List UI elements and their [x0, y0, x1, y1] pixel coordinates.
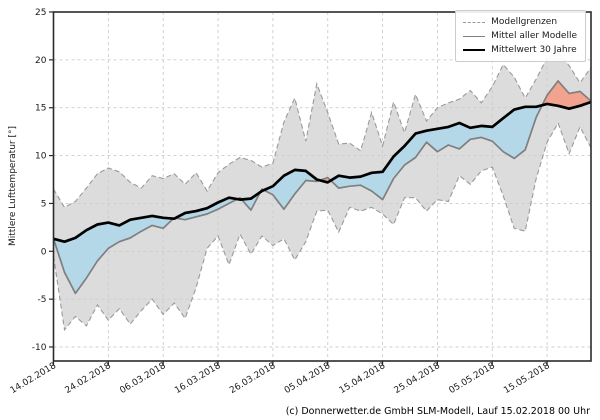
model-range-fill [53, 52, 591, 330]
climate-mean-line [53, 100, 592, 244]
x-tick-label: 15.04.2018 [338, 361, 388, 396]
y-tick-label: 5 [41, 199, 47, 209]
x-tick-label: 05.05.2018 [448, 361, 498, 396]
x-tick-label: 16.03.2018 [173, 361, 223, 396]
y-tick-label: 15 [35, 104, 46, 114]
legend: Modellgrenzen Mittel aller Modelle Mitte… [455, 10, 586, 62]
warmer-than-normal-fill [542, 80, 591, 109]
legend-item-mittel-aller-modelle: Mittel aller Modelle [463, 29, 577, 43]
legend-item-mittelwert-30-jahre: Mittelwert 30 Jahre [463, 43, 577, 57]
x-tick-label: 26.03.2018 [228, 361, 278, 396]
legend-label: Mittel aller Modelle [491, 31, 577, 41]
x-tick-label: 06.03.2018 [118, 361, 168, 396]
model-range-lower-line [52, 121, 592, 332]
x-tick-label: 25.04.2018 [393, 361, 443, 396]
colder-than-normal-fill [330, 105, 543, 200]
y-tick-label: 20 [35, 56, 47, 66]
y-tick-label: -10 [32, 343, 47, 353]
colder-than-normal-fill [53, 215, 174, 294]
axes-frame [52, 11, 592, 362]
dashed-line-icon [463, 21, 486, 23]
gray-line-icon [463, 35, 486, 37]
copyright-caption: (c) Donnerwetter.de GmbH SLM-Modell, Lau… [285, 406, 590, 417]
y-tick-label: 0 [41, 247, 47, 257]
legend-label: Mittelwert 30 Jahre [491, 45, 577, 55]
legend-item-modellgrenzen: Modellgrenzen [463, 15, 577, 29]
y-tick-label: -5 [38, 295, 47, 305]
x-tick-label: 24.02.2018 [64, 361, 114, 396]
black-line-icon [463, 49, 486, 51]
model-range-upper-line [53, 51, 592, 209]
model-mean-line [52, 80, 592, 295]
x-tick-label: 05.04.2018 [283, 361, 333, 396]
x-tick-label: 14.02.2018 [9, 361, 59, 396]
y-tick-label: 10 [35, 152, 47, 162]
y-tick-label: 25 [35, 8, 46, 18]
x-tick-label: 15.05.2018 [502, 361, 552, 396]
y-axis-label: Mittlere Lufttemperatur [°] [8, 126, 18, 246]
legend-label: Modellgrenzen [491, 17, 558, 27]
